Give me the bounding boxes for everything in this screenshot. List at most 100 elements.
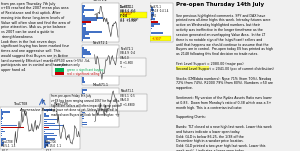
Text: NesS71.1
VB 4.8  0.4 1.4
Y 0.0
+ ...: NesS71.1 VB 4.8 0.4 1.4 Y 0.0 + ...	[150, 5, 168, 22]
Text: MouS71.1
VB 5.1  0.5
VA 0.0
D +1.8800: MouS71.1 VB 5.1 0.5 VA 0.0 D +1.8800	[120, 89, 135, 107]
Bar	[82, 7, 84, 9]
Bar	[82, 53, 91, 55]
Bar	[1, 113, 3, 115]
Bar	[151, 21, 158, 23]
Text: from pre-open Thursday 7th July
v+ES reached the 2007 mean plus area
of Resistan: from pre-open Thursday 7th July v+ES rea…	[2, 2, 71, 72]
Bar	[82, 35, 85, 37]
Text: See previous highlighted comments. SPY and DAX have
printed new all-time highs t: See previous highlighted comments. SPY a…	[176, 14, 273, 151]
Bar	[82, 13, 83, 15]
Text: red = significant selling: red = significant selling	[67, 72, 99, 76]
Bar	[176, 66, 208, 70]
Text: TueS71.1
VB 5.1  0.5
Y 0.0
4.1  +1.900*: TueS71.1 VB 5.1 0.5 Y 0.0 4.1 +1.900*	[120, 5, 139, 22]
Bar	[82, 39, 83, 41]
Bar	[82, 9, 94, 11]
Bar	[82, 71, 86, 73]
Bar	[1, 125, 17, 126]
Bar	[82, 37, 90, 39]
Bar	[82, 51, 90, 53]
Bar	[151, 25, 154, 27]
Bar	[82, 97, 83, 99]
Bar	[120, 12, 147, 18]
Bar	[82, 118, 84, 119]
Bar	[43, 107, 80, 149]
Bar	[44, 146, 46, 148]
Bar	[82, 3, 119, 42]
Text: NesS72.1: NesS72.1	[92, 41, 108, 45]
Bar	[1, 119, 2, 120]
Bar	[82, 55, 83, 57]
Text: SP500 area (+5%) -5d-
comparison only: SP500 area (+5%) -5d- comparison only	[55, 59, 90, 67]
Bar	[151, 9, 154, 11]
Bar	[82, 124, 87, 125]
Bar	[1, 131, 5, 132]
Bar	[44, 138, 55, 140]
Bar	[82, 57, 85, 59]
Bar	[82, 106, 103, 107]
Bar	[82, 29, 86, 31]
Bar	[151, 32, 163, 34]
Bar	[82, 5, 85, 6]
Bar	[82, 69, 84, 71]
Bar	[82, 59, 85, 61]
Bar	[1, 123, 2, 124]
Bar	[151, 16, 153, 18]
Bar	[82, 79, 84, 81]
Bar	[0, 107, 42, 149]
Bar	[44, 137, 47, 138]
Bar	[151, 37, 152, 39]
Bar	[82, 31, 102, 33]
Bar	[44, 142, 50, 144]
Bar	[82, 45, 119, 85]
Bar	[1, 140, 2, 142]
Text: WesCT06
VB 15.0  1.1
Y 1.1
D 4.1  +0.8000: WesCT06 VB 15.0 1.1 Y 1.1 D 4.1 +0.8000	[44, 140, 64, 151]
Bar	[82, 88, 119, 127]
Bar	[1, 144, 3, 146]
Bar	[82, 91, 83, 93]
Bar	[82, 17, 103, 19]
Bar	[1, 109, 2, 111]
Bar	[44, 115, 49, 117]
Bar	[1, 138, 6, 140]
Bar	[44, 119, 57, 120]
Bar	[1, 142, 4, 144]
Bar	[82, 63, 90, 65]
Bar	[1, 133, 2, 134]
Text: TueS71.1
VB 5.1  0.5
Y 0.0
4.1  +1.900*: TueS71.1 VB 5.1 0.5 Y 0.0 4.1 +1.900*	[120, 5, 138, 23]
Text: Aggressive Buying: Aggressive Buying	[19, 100, 56, 112]
Bar	[82, 93, 85, 95]
Bar	[82, 21, 91, 23]
Bar	[50, 94, 147, 111]
Text: MouS71.1: MouS71.1	[92, 83, 108, 87]
Bar	[82, 67, 90, 69]
Text: from pre-open Friday 8th July
v+ES has been ranging around 2067 for five days.
S: from pre-open Friday 8th July v+ES has b…	[51, 94, 121, 117]
Bar	[82, 23, 86, 25]
Bar	[1, 111, 10, 113]
Bar	[44, 133, 54, 134]
Bar	[1, 121, 2, 122]
Bar	[150, 3, 172, 42]
Bar	[82, 15, 85, 17]
Bar	[1, 115, 2, 117]
Bar	[151, 12, 154, 14]
Bar	[44, 121, 47, 122]
Bar	[82, 65, 103, 67]
Text: TueS71.2: TueS71.2	[93, 0, 108, 2]
Bar	[44, 123, 55, 124]
Bar	[82, 25, 83, 27]
Bar	[55, 68, 64, 72]
Bar	[151, 39, 156, 41]
Bar	[82, 108, 95, 109]
Bar	[82, 112, 85, 113]
Text: WesCT06: WesCT06	[54, 103, 69, 106]
Bar	[82, 19, 97, 21]
Bar	[1, 135, 2, 136]
Text: ThuCT08: ThuCT08	[14, 103, 28, 106]
Bar	[52, 58, 146, 76]
Bar	[44, 135, 57, 136]
Bar	[151, 27, 152, 29]
Bar	[44, 131, 45, 132]
Bar	[1, 117, 3, 119]
Bar	[82, 49, 87, 51]
Bar	[44, 125, 64, 126]
Bar	[44, 109, 52, 111]
